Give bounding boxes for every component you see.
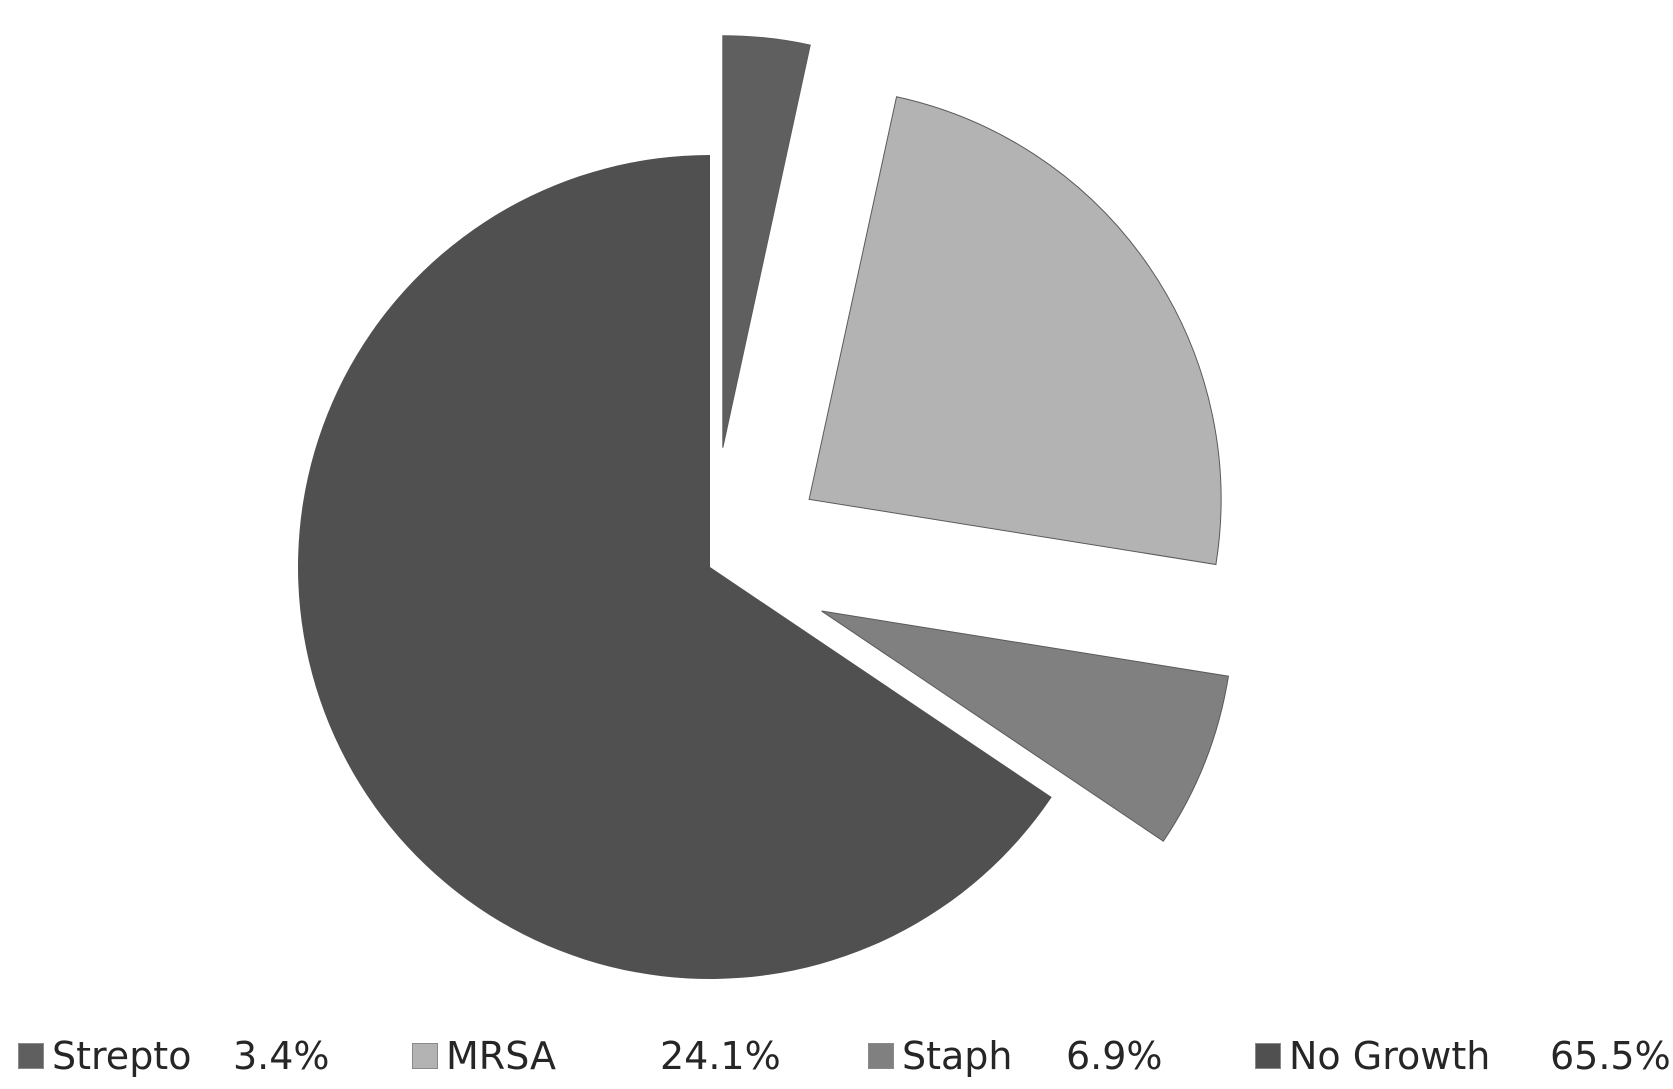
pie-slice-mrsa xyxy=(808,96,1222,566)
legend-label-mrsa: MRSA xyxy=(446,1034,557,1078)
legend-value-strepto: 3.4% xyxy=(233,1034,330,1078)
legend-value-no-growth: 65.5% xyxy=(1550,1034,1671,1078)
legend-value-mrsa: 24.1% xyxy=(660,1034,781,1078)
legend-value-staph: 6.9% xyxy=(1066,1034,1163,1078)
legend-swatch-strepto xyxy=(18,1043,44,1069)
pie-slice-staph xyxy=(821,610,1230,842)
pie-slice-no-growth xyxy=(297,155,1052,979)
legend-swatch-staph xyxy=(868,1043,894,1069)
legend-swatch-mrsa xyxy=(412,1043,438,1069)
legend-label-strepto: Strepto xyxy=(52,1034,192,1078)
pie-slice-strepto xyxy=(722,35,811,448)
chart-legend: Strepto 3.4% MRSA 24.1% Staph 6.9% No Gr… xyxy=(0,1028,1673,1084)
legend-swatch-no-growth xyxy=(1255,1043,1281,1069)
legend-item-staph: Staph xyxy=(868,1028,1013,1084)
legend-item-mrsa: MRSA xyxy=(412,1028,556,1084)
legend-item-no-growth: No Growth xyxy=(1255,1028,1490,1084)
legend-label-staph: Staph xyxy=(902,1034,1013,1078)
legend-item-strepto: Strepto xyxy=(18,1028,191,1084)
legend-label-no-growth: No Growth xyxy=(1289,1034,1491,1078)
pie-slices xyxy=(297,35,1230,979)
